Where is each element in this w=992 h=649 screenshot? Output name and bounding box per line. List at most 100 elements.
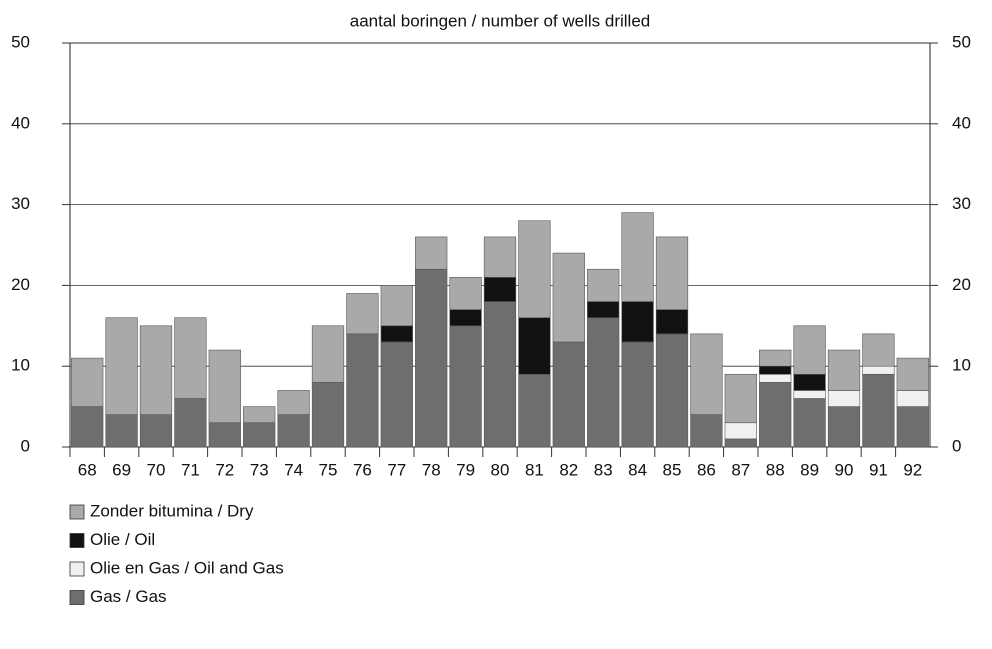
bar-segment (759, 373, 792, 383)
x-tick-label: 91 (869, 460, 888, 479)
y2-tick-label: 0 (952, 436, 961, 455)
bar-segment (724, 373, 757, 424)
bar-segment (415, 236, 448, 270)
x-tick-label: 69 (112, 460, 131, 479)
bar-segment (724, 438, 757, 448)
bar-segment (827, 406, 861, 448)
bar-segment (139, 414, 173, 448)
x-tick-label: 74 (284, 460, 303, 479)
bar-segment (827, 390, 861, 407)
bar-segment (483, 236, 517, 278)
bar-segment (105, 317, 138, 415)
bar-segment (655, 309, 689, 335)
bar-segment (896, 390, 929, 407)
bar-segment (380, 341, 413, 448)
bar-segment (518, 317, 551, 375)
x-tick-label: 92 (903, 460, 922, 479)
y2-tick-label: 40 (952, 113, 971, 132)
bar-segment (793, 398, 826, 448)
bar-segment (174, 398, 207, 448)
x-tick-label: 86 (697, 460, 716, 479)
bar-segment (759, 382, 792, 448)
bar-segment (621, 341, 654, 448)
legend-swatch (69, 561, 85, 577)
legend-swatch (69, 590, 85, 605)
bar-segment (311, 325, 345, 383)
bar-segment (208, 422, 241, 448)
bar-segment (587, 301, 620, 319)
legend-swatch (69, 533, 85, 548)
bar-segment (793, 325, 826, 375)
bar-segment (243, 422, 276, 448)
y-tick-label: 0 (21, 436, 30, 455)
y-tick-label: 40 (11, 113, 30, 132)
bar-segment (896, 357, 929, 391)
y-tick-label: 30 (11, 194, 30, 213)
bar-segment (587, 268, 620, 302)
x-tick-label: 72 (215, 460, 234, 479)
bar-segment (862, 373, 895, 448)
y-tick-label: 20 (11, 275, 30, 294)
bar-segment (449, 309, 482, 327)
bar-segment (621, 301, 654, 343)
bar-segment (587, 317, 620, 448)
legend-label: Olie en Gas / Oil and Gas (90, 558, 284, 577)
y2-tick-label: 30 (952, 194, 971, 213)
bar-segment (174, 317, 207, 399)
x-tick-label: 79 (456, 460, 475, 479)
bar-segment (690, 414, 723, 448)
bar-segment (690, 333, 723, 415)
legend-label: Gas / Gas (90, 587, 167, 606)
bar-segment (621, 212, 654, 302)
bar-segment (827, 349, 861, 391)
bar-segment (724, 422, 757, 440)
bar-segment (346, 293, 379, 335)
x-tick-label: 89 (800, 460, 819, 479)
x-tick-label: 85 (663, 460, 682, 479)
bar-segment (380, 285, 413, 327)
bar-segment (862, 333, 895, 367)
x-tick-label: 77 (387, 460, 406, 479)
bar-segment (655, 333, 689, 448)
x-tick-label: 68 (78, 460, 97, 479)
bar-segment (483, 301, 517, 448)
bar-segment (793, 373, 826, 391)
x-tick-label: 81 (525, 460, 544, 479)
bar-segment (449, 277, 482, 310)
x-tick-label: 76 (353, 460, 372, 479)
y2-tick-label: 10 (952, 356, 971, 375)
bar-segment (208, 349, 241, 424)
y-tick-label: 50 (11, 32, 30, 51)
bar-segment (552, 341, 585, 448)
x-tick-label: 71 (181, 460, 200, 479)
bar-segment (346, 333, 379, 448)
x-tick-label: 87 (731, 460, 750, 479)
bar-segment (518, 373, 551, 448)
bar-segment (759, 349, 792, 367)
bar-segment (862, 365, 895, 375)
bar-segment (311, 382, 345, 448)
bar-segment (139, 325, 173, 415)
bar-segment (655, 236, 689, 310)
bar-segment (71, 357, 104, 407)
bar-segment (277, 414, 310, 448)
bar-segment (759, 365, 792, 375)
x-tick-label: 83 (594, 460, 613, 479)
x-tick-label: 84 (628, 460, 647, 479)
x-tick-label: 80 (491, 460, 510, 479)
legend-label: Zonder bitumina / Dry (90, 501, 254, 520)
x-tick-label: 88 (766, 460, 785, 479)
y-tick-label: 10 (11, 356, 30, 375)
bar-segment (896, 406, 929, 448)
y2-tick-label: 20 (952, 275, 971, 294)
bar-segment (449, 325, 482, 448)
bar-segment (105, 414, 138, 448)
x-tick-label: 75 (319, 460, 338, 479)
bar-segment (552, 252, 585, 343)
bar-segment (71, 406, 104, 448)
y2-tick-label: 50 (952, 32, 971, 51)
x-tick-label: 90 (835, 460, 854, 479)
chart-title: aantal boringen / number of wells drille… (350, 11, 651, 30)
bar-segment (518, 220, 551, 319)
